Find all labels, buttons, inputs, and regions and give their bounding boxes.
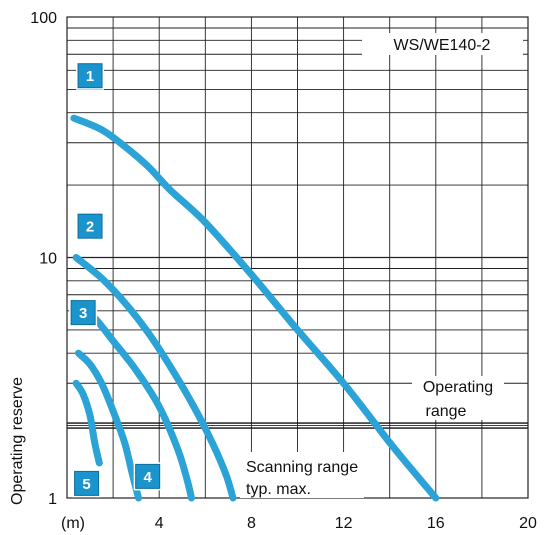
chart-title-box: [362, 33, 523, 55]
chart-title: WS/WE140-2: [394, 37, 491, 54]
operating-range-threshold: [67, 422, 528, 429]
curve-badge-1: 1: [76, 61, 105, 90]
scanning-range-label-box: [240, 452, 364, 498]
grid: [67, 17, 528, 498]
x-tick-label: 12: [335, 515, 353, 532]
curve-badge-4: 4: [133, 462, 162, 491]
curve-5: [72, 379, 103, 467]
curve-badge-3: 3: [69, 298, 98, 327]
svg-text:1: 1: [86, 68, 94, 85]
svg-text:3: 3: [79, 305, 87, 322]
y-tick-label: 1: [48, 491, 57, 508]
curves: [70, 114, 440, 502]
x-tick-label: 8: [247, 515, 256, 532]
curve-2: [72, 254, 237, 502]
scanning-range-label-line2: typ. max.: [246, 481, 311, 498]
curve-1: [70, 114, 440, 502]
curve-4: [75, 349, 142, 502]
svg-text:2: 2: [86, 219, 94, 236]
svg-text:5: 5: [82, 476, 90, 493]
curve-badges: 1 2 3 4 5: [69, 61, 162, 498]
curve-badge-2: 2: [76, 212, 105, 241]
x-tick-label: 16: [427, 515, 445, 532]
curve-badge-5: 5: [72, 469, 101, 498]
operating-range-label-line2: range: [426, 403, 467, 420]
y-tick-label: 10: [39, 251, 57, 268]
x-tick-label: 20: [519, 515, 537, 532]
x-tick-label: 4: [155, 515, 164, 532]
scanning-range-label-line1: Scanning range: [246, 459, 358, 476]
svg-text:4: 4: [144, 469, 153, 486]
operating-range-label-box: [412, 376, 504, 420]
x-axis-unit: (m): [61, 515, 85, 532]
y-tick-label: 100: [30, 10, 57, 27]
operating-range-label-line1: Operating: [423, 379, 493, 396]
y-axis-label: Operating reserve: [9, 377, 26, 505]
